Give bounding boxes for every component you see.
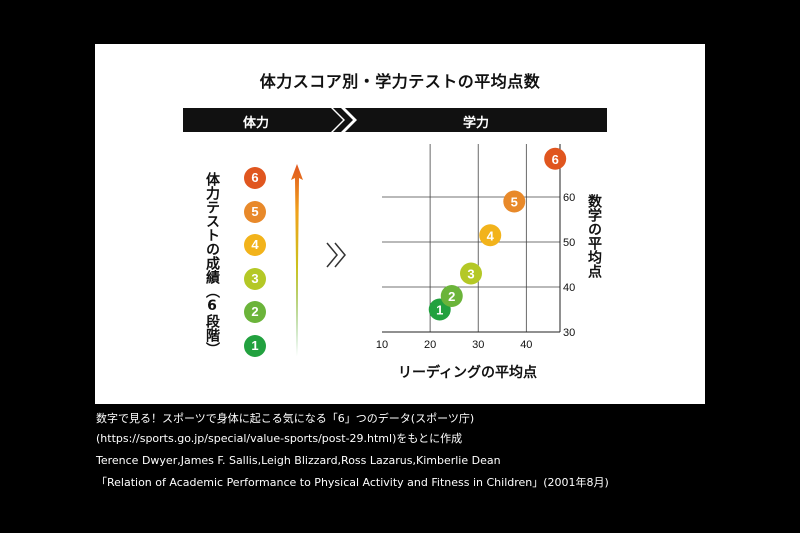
- figure-title: 体力スコア別・学力テストの平均点数: [259, 72, 541, 91]
- chevron-right-icon: [326, 242, 346, 268]
- data-point: [460, 262, 482, 285]
- fitness-axis-label: 体力テストの成績（6段階）: [204, 172, 220, 356]
- y-tick-label: 40: [563, 282, 575, 294]
- data-point-label: 5: [511, 195, 518, 210]
- header-right-label: 学力: [463, 116, 490, 131]
- level-badge-5: 5: [244, 201, 266, 223]
- x-tick-label: 30: [472, 339, 484, 350]
- y-axis-title: 数学の平均点: [586, 194, 602, 278]
- level-badge-1: 1: [244, 335, 266, 357]
- header-bar: [183, 108, 607, 132]
- source-line-4: 「Relation of Academic Performance to Phy…: [96, 476, 609, 489]
- data-point: [503, 190, 526, 213]
- x-tick-label: 20: [424, 339, 436, 350]
- x-tick-label: 10: [376, 339, 388, 350]
- y-tick-label: 50: [563, 237, 575, 249]
- source-line-3: Terence Dwyer,James F. Sallis,Leigh Bliz…: [96, 454, 501, 467]
- level-badge-4: 4: [244, 234, 266, 256]
- x-axis-title: リーディングの平均点: [398, 365, 538, 381]
- y-tick-label: 30: [563, 327, 575, 339]
- gradient-arrow-icon: [291, 164, 303, 356]
- y-tick-label: 60: [563, 192, 575, 204]
- scatter-chart: 10 20 30 40 30 40 50 60 123 4 5 6: [376, 144, 575, 350]
- data-point-label: 6: [552, 152, 559, 167]
- data-point: [479, 224, 502, 247]
- level-badge-2: 2: [244, 301, 266, 323]
- data-point-label: 1: [436, 303, 443, 318]
- level-badge-6: 6: [244, 167, 266, 189]
- header-left-label: 体力: [243, 116, 270, 131]
- data-point-label: 4: [487, 228, 495, 243]
- figure-panel: 体力スコア別・学力テストの平均点数 体力 学力 体力テストの成績（6段階） 6 …: [95, 44, 705, 404]
- source-line-1: 数字で見る！スポーツで身体に起こる気になる「6」つのデータ(スポーツ庁): [96, 412, 475, 425]
- data-point-label: 2: [448, 289, 455, 304]
- level-badge-3: 3: [244, 268, 266, 290]
- source-line-2: (https://sports.go.jp/special/value-spor…: [96, 432, 463, 445]
- data-point-label: 3: [467, 267, 474, 282]
- data-point: [440, 285, 463, 307]
- data-point: [544, 147, 567, 170]
- x-tick-label: 40: [520, 339, 532, 350]
